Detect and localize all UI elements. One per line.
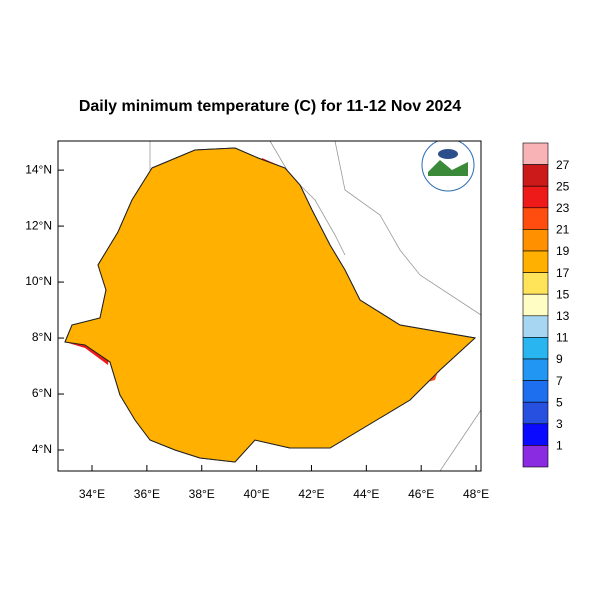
map-area xyxy=(64,141,481,471)
colorbar-box xyxy=(522,229,549,252)
colorbar-box xyxy=(522,337,549,360)
logo-cloud xyxy=(438,149,458,159)
colorbar-label: 19 xyxy=(556,244,570,258)
y-tick-label: 14°N xyxy=(25,162,52,176)
map-frame xyxy=(57,140,482,472)
colorbar-label: 9 xyxy=(556,352,563,366)
colorbar-label: 11 xyxy=(556,331,569,345)
colorbar-box xyxy=(522,293,549,317)
x-tick-label: 36°E xyxy=(134,487,160,501)
colorbar-box xyxy=(522,250,549,273)
colorbar-label: 25 xyxy=(556,179,570,193)
colorbar-label: 3 xyxy=(556,417,563,431)
neighbour-borders xyxy=(149,141,481,471)
colorbar-box xyxy=(522,358,549,381)
colorbar-box xyxy=(522,380,549,403)
colorbar-label: 27 xyxy=(556,158,570,172)
colorbar-box xyxy=(522,164,549,187)
colorbar-label: 17 xyxy=(556,266,570,280)
y-tick-label: 8°N xyxy=(32,330,52,344)
y-tick-label: 4°N xyxy=(32,442,52,456)
colorbar-label: 1 xyxy=(556,439,563,453)
x-tick-label: 42°E xyxy=(298,487,324,501)
y-tick-label: 10°N xyxy=(25,274,52,288)
colorbar-label: 23 xyxy=(556,201,570,215)
colorbar-box xyxy=(522,423,549,446)
colorbar-box xyxy=(522,445,549,468)
x-tick-label: 44°E xyxy=(353,487,379,501)
colorbar-label: 21 xyxy=(556,223,570,237)
colorbar-label: 7 xyxy=(556,374,563,388)
colorbar-label: 13 xyxy=(556,309,570,323)
y-tick-label: 6°N xyxy=(32,386,52,400)
colorbar-box xyxy=(522,142,549,165)
logo xyxy=(421,141,475,192)
title: Daily minimum temperature (C) for 11-12 … xyxy=(79,98,461,115)
x-tick-label: 46°E xyxy=(408,487,434,501)
colorbar-box xyxy=(522,207,549,230)
x-tick-label: 48°E xyxy=(463,487,489,501)
logo-land xyxy=(428,160,468,176)
x-tick-label: 34°E xyxy=(79,487,105,501)
colorbar-box xyxy=(522,185,549,209)
colorbar-label: 15 xyxy=(556,287,570,301)
colorbar-box xyxy=(522,272,549,295)
y-tick-label: 12°N xyxy=(25,218,52,232)
x-tick-label: 40°E xyxy=(244,487,270,501)
colorbar: 27 25 23 21 19 17 15 13 11 9 7 5 3 1 xyxy=(522,142,570,468)
axes: 34°E 36°E 38°E 40°E 42°E 44°E 46°E 48°E 4°N 6°N 8°… xyxy=(25,162,489,501)
x-tick-label: 38°E xyxy=(189,487,215,501)
colorbar-box xyxy=(522,315,549,338)
colorbar-label: 5 xyxy=(556,395,563,409)
colorbar-box xyxy=(522,401,549,425)
